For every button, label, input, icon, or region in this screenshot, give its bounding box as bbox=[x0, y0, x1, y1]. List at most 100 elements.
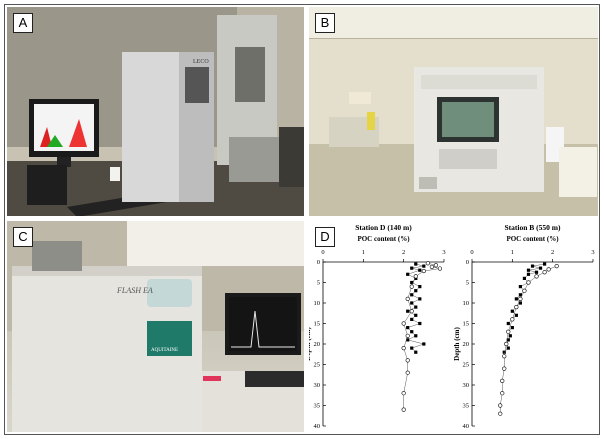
data-point-filled-square bbox=[414, 313, 418, 317]
data-point-filled-square bbox=[526, 272, 531, 276]
data-point-filled-square bbox=[506, 346, 510, 350]
y-tick-label: 40 bbox=[463, 423, 470, 430]
paper-notes bbox=[559, 147, 597, 197]
data-point-open-circle bbox=[498, 411, 503, 416]
poc-depth-profiles: Station D (140 m)POC content (%)0 1 2 30510… bbox=[309, 223, 595, 430]
y-tick-label: 35 bbox=[463, 403, 470, 410]
flash-ea-control-panel bbox=[147, 279, 192, 307]
monitor-c-trace bbox=[231, 310, 295, 348]
upper-cabinets-c bbox=[127, 221, 304, 266]
y-axis-label: Depth (cm) bbox=[309, 327, 312, 361]
data-point-open-circle bbox=[433, 263, 439, 268]
chart-title: Station B (550 m) bbox=[504, 223, 561, 232]
flash-ea-top bbox=[12, 266, 202, 276]
y-tick-label: 0 bbox=[466, 259, 469, 266]
panel-b-scene bbox=[309, 7, 598, 216]
data-point-open-circle bbox=[401, 391, 406, 396]
y-tick-label: 5 bbox=[466, 280, 469, 287]
data-point-filled-square bbox=[510, 326, 514, 330]
data-point-filled-square bbox=[406, 272, 410, 276]
x-tick-label: 0 bbox=[321, 249, 324, 256]
x-tick-label: 1 bbox=[362, 249, 365, 256]
data-point-filled-square bbox=[406, 309, 410, 313]
data-point-open-circle bbox=[405, 370, 410, 375]
x-axis-label: POC content (%) bbox=[506, 235, 559, 243]
toc-analyzer-display bbox=[442, 102, 494, 137]
data-point-open-circle bbox=[405, 333, 410, 338]
toc-analyzer-drawer bbox=[419, 177, 437, 189]
figure-frame bbox=[4, 4, 600, 435]
monitor-a-stand bbox=[57, 157, 71, 167]
y-tick-label: 10 bbox=[463, 300, 470, 307]
autosampler-c bbox=[32, 241, 82, 271]
panel-label-c: C bbox=[13, 227, 33, 247]
panel-b-photo: B bbox=[309, 7, 598, 216]
y-tick-label: 35 bbox=[314, 403, 321, 410]
data-point-filled-square bbox=[543, 262, 547, 266]
panel-label-d: D bbox=[315, 227, 335, 247]
y-tick-label: 20 bbox=[463, 341, 470, 348]
data-point-open-circle bbox=[502, 354, 507, 359]
toc-analyzer-top bbox=[421, 75, 537, 89]
y-tick-label: 40 bbox=[314, 423, 321, 430]
data-point-filled-square bbox=[526, 268, 531, 272]
panel-c-scene: AQUITAINE FLASH EA bbox=[7, 221, 304, 432]
panel-label-a: A bbox=[13, 13, 33, 33]
data-point-open-circle bbox=[522, 288, 527, 293]
data-point-filled-square bbox=[422, 264, 426, 268]
data-point-open-circle bbox=[405, 358, 410, 363]
chromatogram-peak-green bbox=[47, 135, 63, 147]
x-tick-label: 1 bbox=[511, 249, 514, 256]
data-point-open-circle bbox=[409, 284, 414, 289]
data-point-open-circle bbox=[502, 366, 507, 371]
flash-ea-badge bbox=[147, 321, 192, 356]
panel-d-charts: D Station D (140 m) POC content (%) 0 1 2 3 0 5… bbox=[309, 221, 598, 432]
y-tick-label: 0 bbox=[317, 259, 320, 266]
flash-ea-badge-text: AQUITAINE bbox=[151, 348, 178, 353]
autosampler-head bbox=[235, 47, 265, 102]
y-tick-label: 30 bbox=[314, 382, 321, 389]
data-point-open-circle bbox=[437, 266, 443, 271]
yellow-bottle bbox=[367, 112, 375, 130]
x-tick-label: 3 bbox=[442, 249, 445, 256]
data-point-filled-square bbox=[410, 266, 414, 270]
panel-c-photo: C AQUITAINE FLASH EA bbox=[7, 221, 304, 432]
data-point-filled-square bbox=[418, 268, 422, 272]
autosampler-base bbox=[229, 137, 284, 182]
data-point-filled-square bbox=[502, 350, 506, 354]
data-point-filled-square bbox=[406, 338, 410, 342]
data-point-open-circle bbox=[500, 378, 505, 383]
y-tick-label: 10 bbox=[314, 300, 321, 307]
data-point-filled-square bbox=[508, 334, 512, 338]
data-point-open-circle bbox=[429, 264, 434, 270]
data-point-filled-square bbox=[506, 338, 510, 342]
data-point-open-circle bbox=[409, 309, 414, 314]
data-point-open-circle bbox=[506, 329, 511, 334]
flash-ea-brand: FLASH EA bbox=[116, 286, 153, 295]
data-point-filled-square bbox=[418, 285, 422, 289]
data-point-filled-square bbox=[410, 301, 414, 305]
data-point-filled-square bbox=[414, 350, 418, 354]
y-tick-label: 20 bbox=[314, 341, 321, 348]
series-line-1 bbox=[403, 262, 441, 410]
x-tick-label: 2 bbox=[402, 249, 405, 256]
data-point-filled-square bbox=[410, 293, 414, 297]
pc-case bbox=[27, 165, 67, 205]
keyboard-c bbox=[245, 371, 304, 387]
data-point-filled-square bbox=[514, 297, 518, 301]
data-point-open-circle bbox=[405, 296, 410, 301]
data-point-filled-square bbox=[538, 266, 543, 270]
y-tick-label: 25 bbox=[463, 362, 470, 369]
data-point-filled-square bbox=[422, 342, 426, 346]
data-point-filled-square bbox=[410, 330, 414, 334]
chart-station-b: Station B (550 m)POC content (%)0 1 2 30510… bbox=[453, 223, 595, 430]
data-point-open-circle bbox=[425, 261, 430, 266]
panel-a-scene: LECO bbox=[7, 7, 304, 216]
x-tick-label: 0 bbox=[470, 249, 473, 256]
data-point-filled-square bbox=[414, 305, 418, 309]
data-point-open-circle bbox=[504, 341, 509, 347]
analyzer-a-brand: LECO bbox=[193, 59, 209, 65]
data-point-open-circle bbox=[500, 391, 505, 396]
y-tick-label: 25 bbox=[314, 362, 321, 369]
data-point-open-circle bbox=[526, 280, 531, 285]
